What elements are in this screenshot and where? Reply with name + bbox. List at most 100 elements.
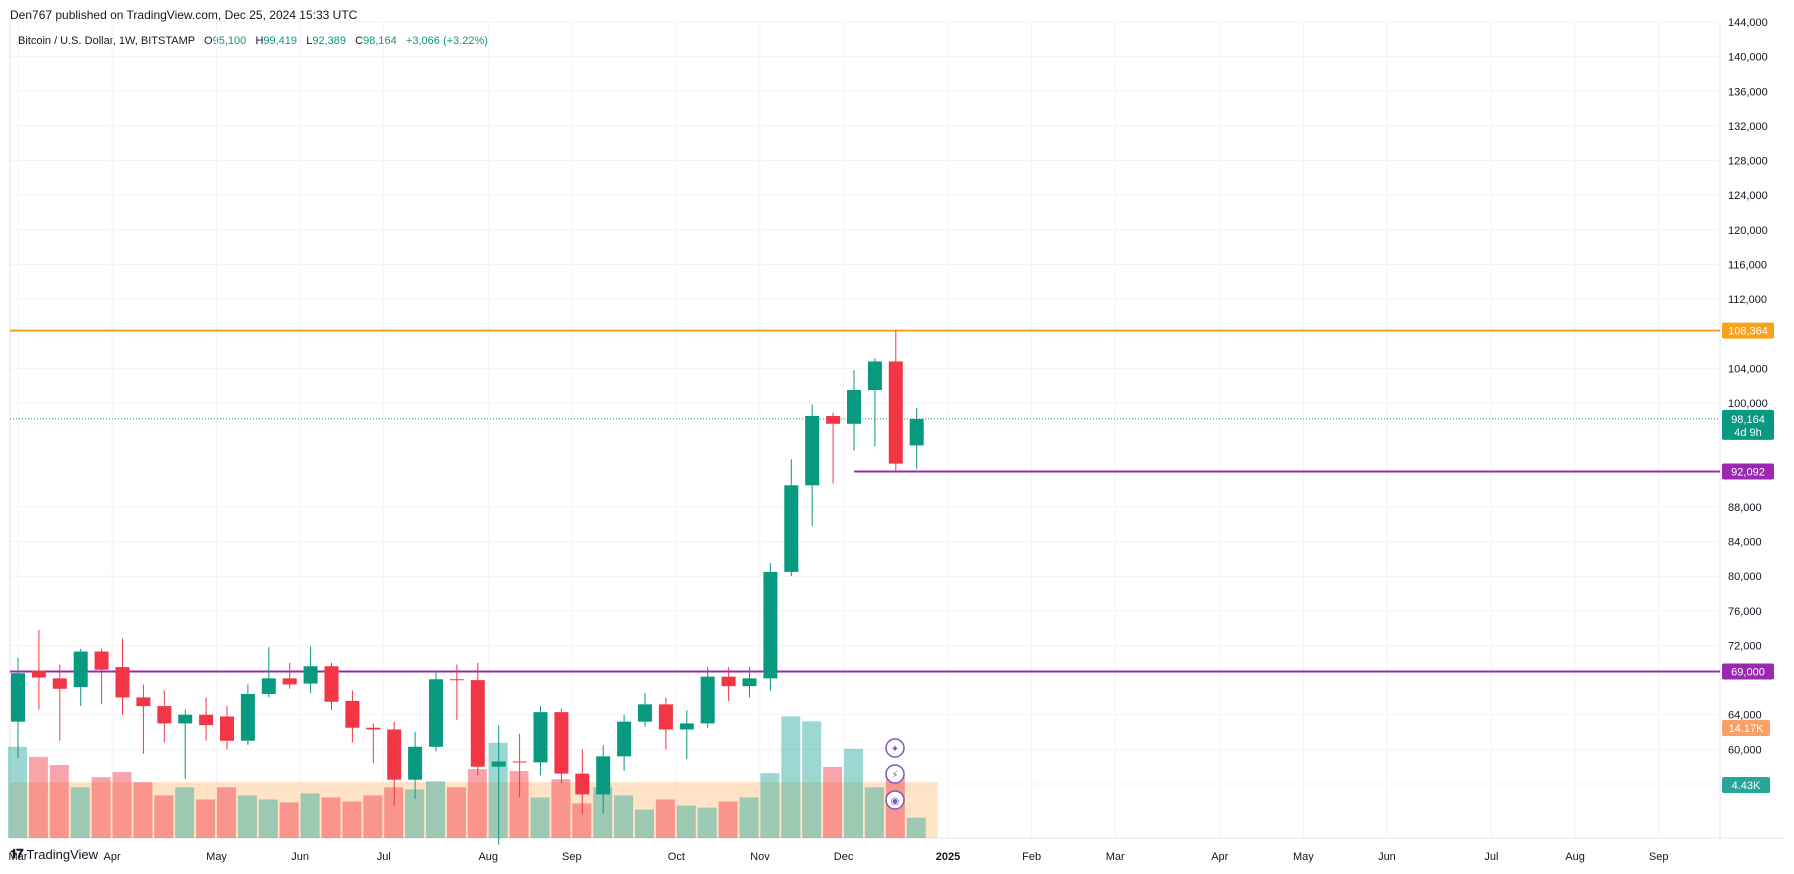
volume-bar <box>844 748 863 838</box>
y-tick-label: 128,000 <box>1728 156 1768 168</box>
y-tick-label: 84,000 <box>1728 537 1762 549</box>
volume-bar <box>551 779 571 838</box>
y-tick-label: 88,000 <box>1728 502 1762 514</box>
hline-label-resistance: 108,364 <box>1728 326 1768 338</box>
volume-bar <box>49 764 69 838</box>
candle-body <box>888 361 903 464</box>
candle-body <box>742 678 757 687</box>
x-tick-label: Jun <box>1378 851 1396 863</box>
volume-bar <box>405 789 425 838</box>
plot-frame <box>9 21 1721 839</box>
volume-bar <box>823 767 843 838</box>
volume-bar <box>802 721 822 838</box>
volume-bar <box>467 769 487 838</box>
candle-body <box>491 761 506 767</box>
candle-body <box>31 670 46 678</box>
candle-body <box>512 761 527 763</box>
volume-bar <box>426 781 445 838</box>
candle-body <box>11 673 25 722</box>
candle-body <box>867 361 882 391</box>
candle-body <box>366 727 381 730</box>
volume-bar <box>446 787 466 838</box>
volume-bar <box>154 795 174 838</box>
last-price-countdown: 4d 9h <box>1734 427 1762 439</box>
volume-bar <box>217 787 236 838</box>
x-tick-label: Aug <box>1565 851 1585 863</box>
candle-body <box>909 418 924 446</box>
volume-bar <box>279 802 299 838</box>
x-tick-label: Sep <box>1649 851 1669 863</box>
volume-bar <box>363 795 383 838</box>
volume-bar <box>237 795 257 838</box>
volume-bar <box>718 801 738 838</box>
volume-bar <box>760 773 780 838</box>
candle-body <box>805 416 820 486</box>
y-tick-label: 132,000 <box>1728 121 1768 133</box>
candle-body <box>387 729 402 780</box>
volume-bar <box>321 797 341 838</box>
economic-event-icon <box>885 790 905 810</box>
candle-body <box>178 714 193 724</box>
legend-high: 99,419 <box>263 35 298 47</box>
y-tick-label: 120,000 <box>1728 225 1768 237</box>
x-tick-label: May <box>1293 851 1314 863</box>
candle-body <box>679 723 694 730</box>
candle-body <box>638 704 652 722</box>
candle-body <box>575 773 590 795</box>
last-price-label: 98,164 <box>1731 414 1765 426</box>
volume-bar <box>655 799 675 838</box>
hline-label-bg-level <box>1722 663 1774 680</box>
legend-open: 95,100 <box>212 35 247 47</box>
volume-bar <box>196 799 216 838</box>
tradingview-logo[interactable]: 𝟏𝟕 TradingView <box>10 846 98 862</box>
volume-bar <box>530 797 550 838</box>
candle-body <box>470 680 485 767</box>
y-tick-label: 76,000 <box>1728 606 1762 618</box>
volume-axis-label: 4.43K <box>1732 780 1761 792</box>
candle-body <box>115 667 130 698</box>
volume-bar <box>697 807 717 838</box>
candle-body <box>408 746 423 780</box>
candle-body <box>847 390 861 424</box>
x-tick-label: Feb <box>1022 851 1041 863</box>
x-tick-label: 2025 <box>936 851 960 863</box>
volume-bar <box>175 787 195 838</box>
candle-body <box>73 651 88 688</box>
volume-bar <box>91 777 111 838</box>
hline-label-bg-resistance <box>1722 322 1774 339</box>
volume-bar <box>112 772 132 838</box>
x-tick-label: Dec <box>834 851 854 863</box>
candle-body <box>617 721 632 757</box>
tradingview-logo-icon: 𝟏𝟕 <box>10 846 24 861</box>
volume-axis-label-bg <box>1722 720 1770 736</box>
candle-body <box>826 416 841 424</box>
symbol-legend: Bitcoin / U.S. Dollar, 1W, BITSTAMP O95,… <box>18 35 488 47</box>
legend-low-label: L <box>306 35 313 47</box>
volume-ma-area <box>10 782 938 838</box>
candle-body <box>596 756 611 795</box>
legend-close: 98,164 <box>363 35 397 47</box>
tradingview-logo-text: TradingView <box>26 846 99 862</box>
legend-high-label: H <box>255 35 264 47</box>
legend-change: +3,066 (+3.22%) <box>405 35 488 47</box>
x-tick-label: Oct <box>668 851 685 863</box>
candle-body <box>52 678 67 689</box>
y-tick-label: 72,000 <box>1728 640 1762 652</box>
volume-bar <box>300 793 320 838</box>
publisher-caption: Den767 published on TradingView.com, Dec… <box>10 8 358 22</box>
candle-body <box>282 678 297 685</box>
hline-label-level: 69,000 <box>1731 666 1765 678</box>
x-tick-label: Jun <box>291 851 309 863</box>
volume-bar <box>8 746 27 838</box>
volume-bar <box>676 805 696 838</box>
candle-body <box>324 666 339 702</box>
volume-bar <box>906 817 926 838</box>
volume-bar <box>258 799 278 838</box>
y-tick-label: 144,000 <box>1728 17 1768 29</box>
volume-bar <box>572 803 592 838</box>
y-tick-label: 100,000 <box>1728 398 1768 410</box>
y-tick-label: 136,000 <box>1728 86 1768 98</box>
volume-bar <box>781 716 801 838</box>
ai-event-icon-glyph: ✦ <box>891 744 899 755</box>
